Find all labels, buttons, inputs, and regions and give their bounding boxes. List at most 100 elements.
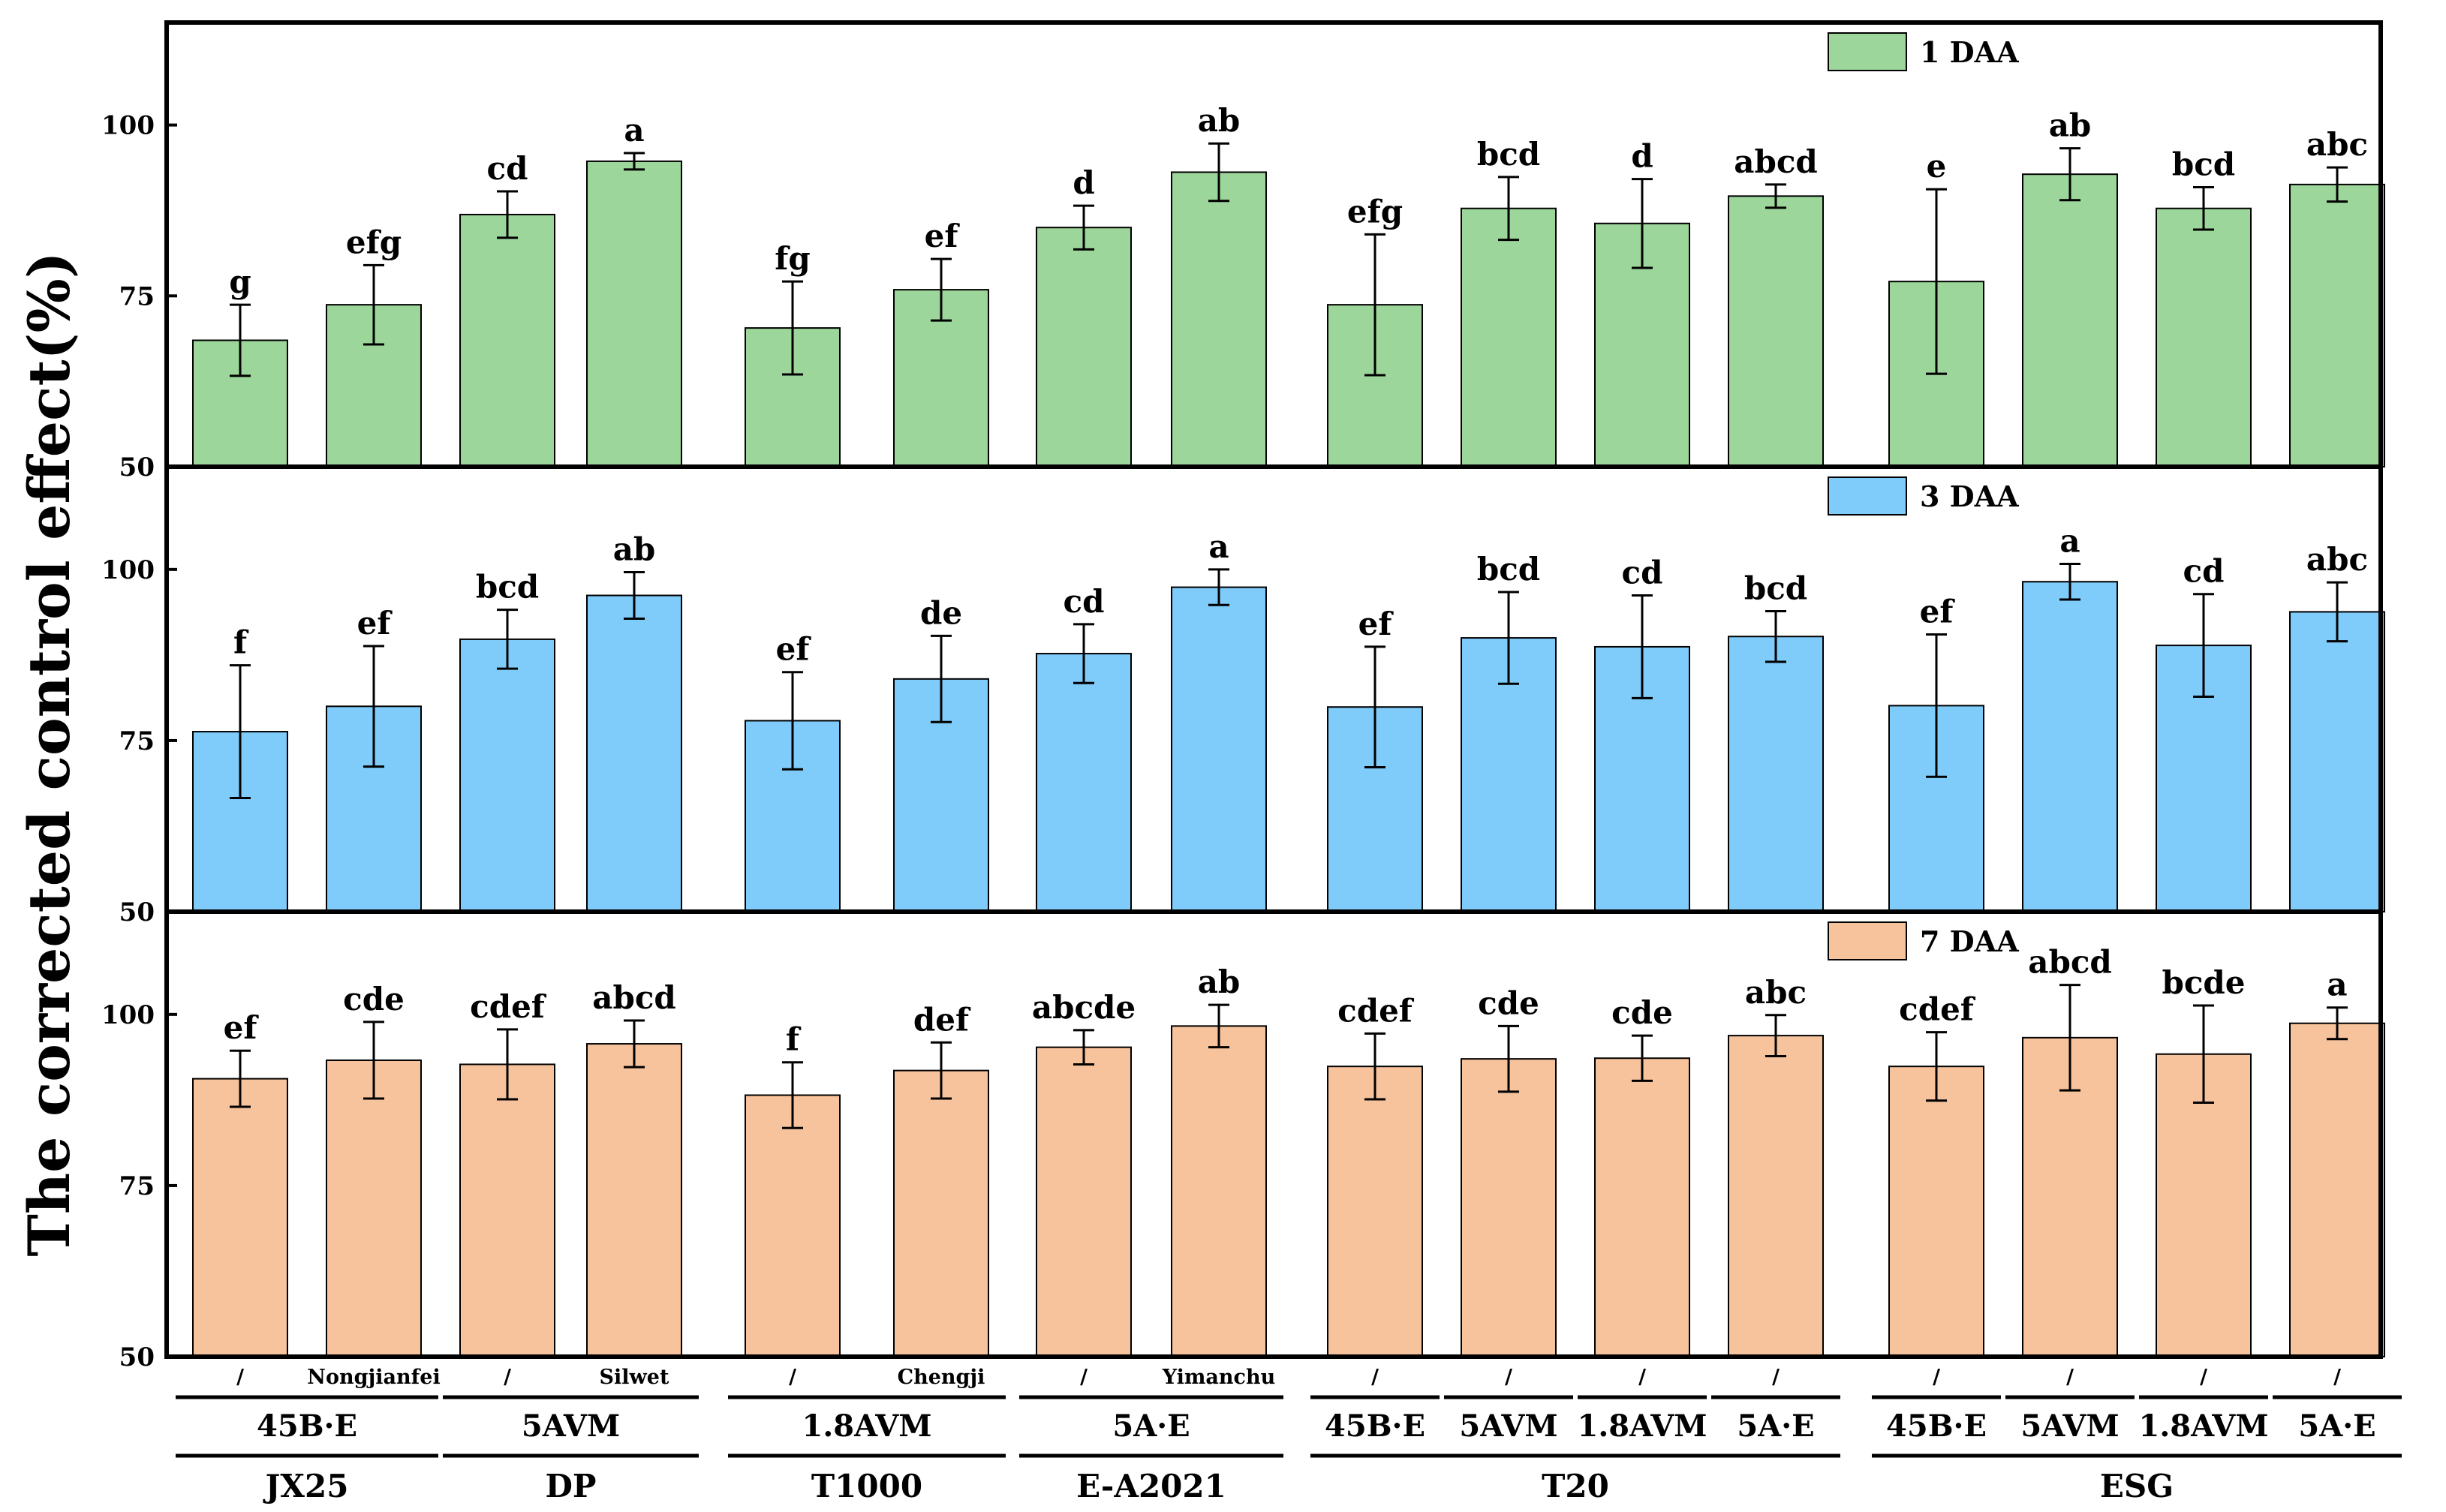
panel-2: f ef bcd ab ef de cd a ef bcd cd bcd ef a cd abc 50 75 100…	[101, 464, 2385, 927]
legend-2: 3 DAA	[1828, 476, 2019, 516]
pesticide-label: 5AVM	[522, 1408, 620, 1444]
bar	[745, 1094, 841, 1357]
bar	[459, 638, 555, 912]
pesticide-label: 1.8AVM	[2138, 1408, 2268, 1444]
bar	[1036, 653, 1132, 912]
adjuvant-label: /	[1505, 1366, 1512, 1389]
legend-swatch	[1828, 32, 1907, 71]
legend-label: 1 DAA	[1920, 35, 2019, 69]
bar	[586, 160, 682, 468]
significance-letter: a	[1208, 528, 1229, 565]
significance-letter: a	[2327, 966, 2347, 1003]
adjuvant-label: /	[2066, 1366, 2074, 1389]
adjuvant-label: Chengji	[898, 1366, 985, 1389]
significance-letter: cdef	[470, 988, 547, 1025]
significance-letter: bcd	[1477, 136, 1540, 173]
significance-letter: ef	[1920, 594, 1956, 630]
adjuvant-label: /	[789, 1366, 796, 1389]
platform-label: T20	[1542, 1468, 1609, 1504]
significance-letter: cd	[1622, 555, 1663, 591]
bar	[2289, 1022, 2385, 1358]
bar	[2289, 183, 2385, 468]
significance-letter: abc	[1745, 974, 1807, 1011]
bar	[2022, 581, 2118, 912]
significance-letter: efg	[346, 224, 402, 260]
y-tick-label: 100	[101, 111, 155, 141]
significance-letter: ef	[224, 1009, 260, 1046]
significance-letter: abc	[2306, 541, 2368, 578]
adjuvant-label: /	[504, 1366, 511, 1389]
significance-letter: efg	[1347, 193, 1403, 230]
significance-letter: ab	[1198, 963, 1241, 1000]
y-tick-label: 100	[101, 1000, 155, 1030]
legend-3: 7 DAA	[1828, 921, 2019, 960]
y-tick-label: 100	[101, 555, 155, 585]
adjuvant-label: /	[1638, 1366, 1646, 1389]
bar	[1728, 1035, 1824, 1357]
pesticide-label: 5AVM	[2020, 1408, 2119, 1444]
bar	[1171, 171, 1267, 467]
pesticide-label: 1.8AVM	[1577, 1408, 1707, 1444]
bar	[459, 213, 555, 467]
significance-letter: bcd	[1477, 551, 1540, 588]
pesticide-label: 45B·E	[257, 1408, 357, 1444]
bar	[1171, 1025, 1267, 1357]
pesticide-label: 45B·E	[1886, 1408, 1987, 1444]
bar	[2022, 173, 2118, 467]
significance-letter: f	[786, 1021, 802, 1058]
bar	[2289, 611, 2385, 912]
y-tick-label: 50	[119, 897, 155, 927]
significance-letter: a	[2059, 523, 2080, 560]
platform-label: JX25	[263, 1468, 349, 1504]
bar	[1036, 1046, 1132, 1358]
significance-letter: a	[624, 112, 644, 149]
bar	[1888, 1066, 1984, 1357]
significance-letter: cd	[487, 150, 528, 187]
legend-1: 1 DAA	[1828, 32, 2019, 71]
platform-label: T1000	[811, 1468, 922, 1504]
platform-label: E-A2021	[1076, 1468, 1226, 1504]
pesticide-label: 5A·E	[1112, 1408, 1190, 1444]
bar	[1728, 195, 1824, 467]
bar	[1594, 1057, 1690, 1358]
adjuvant-label: /	[1933, 1366, 1940, 1389]
significance-letter: abcd	[592, 979, 676, 1016]
significance-letter: d	[1073, 164, 1094, 201]
pesticide-label: 5A·E	[2298, 1408, 2375, 1444]
adjuvant-label: /	[1080, 1366, 1088, 1389]
platform-label: DP	[545, 1468, 596, 1504]
significance-letter: abc	[2306, 126, 2368, 163]
y-tick-label: 75	[119, 281, 155, 311]
y-tick-label: 75	[119, 726, 155, 756]
significance-letter: ef	[776, 631, 812, 668]
bar	[893, 1069, 989, 1357]
bar	[1171, 586, 1267, 912]
significance-letter: cd	[1064, 583, 1105, 620]
significance-letter: ef	[1358, 606, 1394, 642]
platform-label: ESG	[2100, 1468, 2174, 1504]
adjuvant-label: /	[236, 1366, 244, 1389]
panel-frame	[164, 909, 2383, 1359]
adjuvant-label: /	[1772, 1366, 1780, 1389]
legend-label: 3 DAA	[1920, 479, 2019, 513]
legend-label: 7 DAA	[1920, 924, 2019, 958]
bar	[1461, 207, 1557, 467]
panel-1: g efg cd a fg ef d ab efg bcd d abcd e ab bcd abc 50 75 10…	[101, 20, 2385, 482]
significance-letter: ab	[2049, 107, 2092, 144]
significance-letter: cdef	[1899, 991, 1976, 1028]
significance-letter: d	[1631, 138, 1653, 175]
legend-swatch	[1828, 476, 1907, 516]
pesticide-label: 1.8AVM	[802, 1408, 931, 1444]
significance-letter: ab	[613, 531, 656, 567]
significance-letter: cdef	[1337, 992, 1415, 1029]
significance-letter: g	[229, 263, 251, 300]
adjuvant-label: /	[2333, 1366, 2341, 1389]
bar	[1728, 636, 1824, 912]
bar	[586, 1043, 682, 1358]
significance-letter: de	[920, 594, 962, 631]
significance-letter: bcd	[2172, 146, 2235, 182]
significance-letter: abcd	[2028, 944, 2112, 981]
significance-letter: def	[913, 1001, 971, 1038]
significance-letter: f	[233, 624, 249, 661]
